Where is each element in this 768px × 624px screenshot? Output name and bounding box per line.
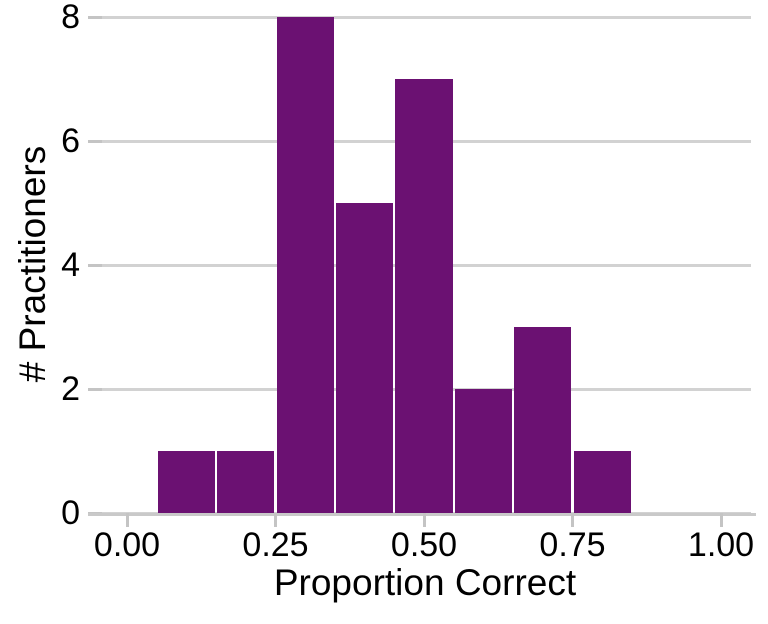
x-tick-label: 0.50 — [390, 526, 458, 564]
x-tick-mark — [422, 513, 426, 527]
histogram-bar — [395, 79, 453, 513]
x-tick-mark — [274, 513, 277, 527]
x-tick-label: 0.75 — [539, 526, 606, 564]
y-tick-mark — [88, 16, 102, 19]
x-axis-line — [88, 513, 756, 516]
x-tick-label: 0.25 — [242, 526, 309, 564]
y-tick-label: 0 — [61, 494, 80, 532]
y-tick-label: 8 — [61, 0, 80, 36]
x-tick-mark — [125, 513, 129, 527]
y-tick-mark — [88, 388, 102, 391]
y-tick-mark — [88, 264, 102, 267]
histogram-bar — [454, 389, 513, 513]
x-tick-label: 1.00 — [687, 526, 755, 564]
histogram-bar — [217, 451, 275, 513]
y-tick-label: 4 — [61, 246, 80, 284]
histogram-bar — [573, 451, 631, 513]
x-axis-title: Proportion Correct — [273, 562, 577, 603]
histogram-bar — [335, 203, 394, 513]
y-tick-label: 6 — [61, 122, 80, 160]
y-tick-label: 2 — [61, 370, 80, 408]
y-tick-mark — [88, 140, 102, 143]
histogram-bar — [276, 17, 334, 513]
y-gridline — [88, 16, 751, 19]
x-tick-mark — [571, 513, 574, 527]
x-tick-mark — [719, 513, 723, 527]
histogram-bar — [514, 327, 572, 513]
histogram-bar — [157, 451, 216, 513]
x-tick-label: 0.00 — [93, 526, 161, 564]
